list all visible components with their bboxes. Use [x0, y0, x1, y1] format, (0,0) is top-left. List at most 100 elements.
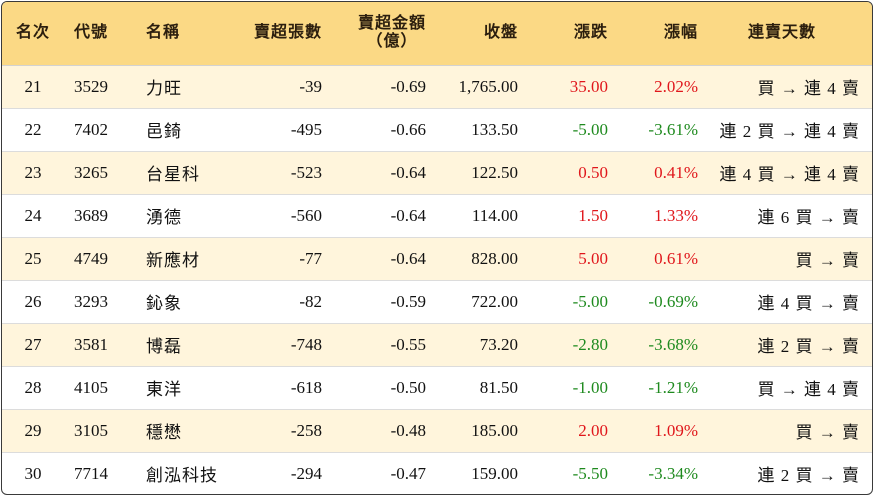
table-row[interactable]: 28 4105 東洋 -618 -0.50 81.50 -1.00 -1.21% 買 → 連 4… — [2, 366, 872, 409]
header-name[interactable]: 名稱 — [146, 24, 181, 42]
streak-cell: 買 → 賣 — [795, 251, 860, 270]
table-row[interactable]: 26 3293 鈊象 -82 -0.59 722.00 -5.00 -0.69% 連 4 買 →… — [2, 280, 872, 323]
code-cell: 7714 — [74, 463, 108, 483]
change-cell: -1.00 — [572, 377, 608, 397]
close-cell: 114.00 — [471, 205, 518, 225]
table-row[interactable]: 29 3105 穩懋 -258 -0.48 185.00 2.00 1.09% 買 → 賣 — [2, 409, 872, 452]
table-row[interactable]: 27 3581 博磊 -748 -0.55 73.20 -2.80 -3.68% 連 2 買 →… — [2, 323, 872, 366]
net-sell-amount-cell: -0.55 — [390, 334, 426, 354]
code-cell: 7402 — [74, 119, 108, 139]
net-sell-lots-cell: -77 — [299, 248, 322, 268]
close-cell: 1,765.00 — [458, 76, 519, 96]
net-sell-amount-cell: -0.48 — [390, 420, 426, 440]
net-sell-amount-cell: -0.64 — [390, 205, 426, 225]
rank-cell: 30 — [24, 463, 42, 483]
table-row[interactable]: 24 3689 湧德 -560 -0.64 114.00 1.50 1.33% 連 6 買 → … — [2, 194, 872, 237]
streak-cell: 買 → 連 4 賣 — [757, 380, 860, 399]
net-sell-lots-cell: -523 — [290, 162, 322, 182]
header-change[interactable]: 漲跌 — [573, 24, 608, 42]
close-cell: 122.50 — [471, 162, 518, 182]
change-cell: 35.00 — [569, 76, 608, 96]
name-cell: 台星科 — [146, 165, 200, 184]
change-cell: -5.00 — [572, 291, 608, 311]
change-cell: 2.00 — [578, 420, 608, 440]
header-net-sell-amount-line1: 賣超金額 — [357, 15, 426, 33]
change-cell: -5.00 — [572, 119, 608, 139]
close-cell: 73.20 — [479, 334, 518, 354]
change-pct-cell: 0.41% — [654, 162, 698, 182]
change-pct-cell: 2.02% — [654, 76, 698, 96]
header-rank[interactable]: 名次 — [15, 24, 50, 42]
change-cell: 1.50 — [578, 205, 608, 225]
header-net-sell-lots[interactable]: 賣超張數 — [253, 24, 322, 42]
close-cell: 133.50 — [471, 119, 518, 139]
change-pct-cell: -3.34% — [648, 463, 698, 483]
net-sell-amount-cell: -0.66 — [390, 119, 426, 139]
streak-cell: 連 4 買 → 連 4 賣 — [719, 165, 860, 184]
table-row[interactable]: 21 3529 力旺 -39 -0.69 1,765.00 35.00 2.02% 買 → 連 … — [2, 65, 872, 108]
close-cell: 185.00 — [471, 420, 518, 440]
net-sell-lots-cell: -560 — [290, 205, 322, 225]
net-sell-amount-cell: -0.69 — [390, 76, 426, 96]
table-header-row: 名次 代號 名稱 賣超張數 賣超金額 （億） 收盤 漲跌 漲幅 連賣天數 — [2, 2, 872, 65]
net-sell-lots-cell: -495 — [290, 119, 322, 139]
change-pct-cell: 1.09% — [654, 420, 698, 440]
code-cell: 3529 — [74, 76, 108, 96]
code-cell: 3265 — [74, 162, 108, 182]
name-cell: 力旺 — [146, 79, 182, 98]
header-net-sell-amount-line2: （億） — [366, 33, 418, 51]
change-cell: -2.80 — [572, 334, 608, 354]
header-code[interactable]: 代號 — [74, 24, 109, 42]
header-change-pct[interactable]: 漲幅 — [663, 24, 698, 42]
rank-cell: 22 — [24, 119, 42, 139]
net-sell-lots-cell: -294 — [290, 463, 322, 483]
streak-cell: 連 2 買 → 賣 — [757, 466, 860, 486]
table-row[interactable]: 25 4749 新應材 -77 -0.64 828.00 5.00 0.61% 買 → 賣 — [2, 237, 872, 280]
header-streak[interactable]: 連賣天數 — [747, 24, 816, 42]
net-sell-lots-cell: -82 — [299, 291, 322, 311]
close-cell: 81.50 — [479, 377, 518, 397]
name-cell: 湧德 — [146, 208, 182, 227]
streak-cell: 連 6 買 → 賣 — [757, 208, 860, 227]
change-pct-cell: -0.69% — [648, 291, 698, 311]
change-pct-cell: -1.21% — [648, 377, 698, 397]
change-pct-cell: -3.61% — [648, 119, 698, 139]
code-cell: 3581 — [74, 334, 108, 354]
net-sell-amount-cell: -0.64 — [390, 248, 426, 268]
name-cell: 東洋 — [146, 380, 182, 399]
rank-cell: 23 — [24, 162, 42, 182]
header-net-sell-amount[interactable]: 賣超金額 （億） — [328, 2, 432, 65]
change-pct-cell: 0.61% — [654, 248, 698, 268]
rank-cell: 25 — [24, 248, 42, 268]
net-sell-amount-cell: -0.47 — [390, 463, 426, 483]
change-cell: -5.50 — [572, 463, 608, 483]
table-row[interactable]: 23 3265 台星科 -523 -0.64 122.50 0.50 0.41% 連 4 買 →… — [2, 151, 872, 194]
rank-cell: 28 — [24, 377, 42, 397]
rank-cell: 24 — [24, 205, 42, 225]
streak-cell: 買 → 連 4 賣 — [757, 79, 860, 98]
streak-cell: 連 4 買 → 賣 — [757, 294, 860, 313]
table-row[interactable]: 30 7714 創泓科技 -294 -0.47 159.00 -5.50 -3.34% 連 2 … — [2, 452, 872, 494]
name-cell: 創泓科技 — [146, 466, 218, 486]
net-sell-amount-cell: -0.59 — [390, 291, 426, 311]
net-sell-amount-cell: -0.64 — [390, 162, 426, 182]
close-cell: 828.00 — [471, 248, 518, 268]
table-body: 21 3529 力旺 -39 -0.69 1,765.00 35.00 2.02% 買 → 連 … — [2, 65, 872, 494]
name-cell: 邑錡 — [146, 122, 182, 141]
close-cell: 159.00 — [471, 463, 518, 483]
change-cell: 5.00 — [578, 248, 608, 268]
net-sell-lots-cell: -258 — [290, 420, 322, 440]
net-sell-lots-cell: -618 — [290, 377, 322, 397]
change-pct-cell: 1.33% — [654, 205, 698, 225]
rank-cell: 27 — [24, 334, 42, 354]
table-row[interactable]: 22 7402 邑錡 -495 -0.66 133.50 -5.00 -3.61% 連 2 買 … — [2, 108, 872, 151]
code-cell: 3293 — [74, 291, 108, 311]
code-cell: 4105 — [74, 377, 108, 397]
name-cell: 新應材 — [146, 251, 200, 270]
header-close[interactable]: 收盤 — [483, 24, 518, 42]
rank-cell: 29 — [24, 420, 42, 440]
change-cell: 0.50 — [578, 162, 608, 182]
close-cell: 722.00 — [471, 291, 518, 311]
